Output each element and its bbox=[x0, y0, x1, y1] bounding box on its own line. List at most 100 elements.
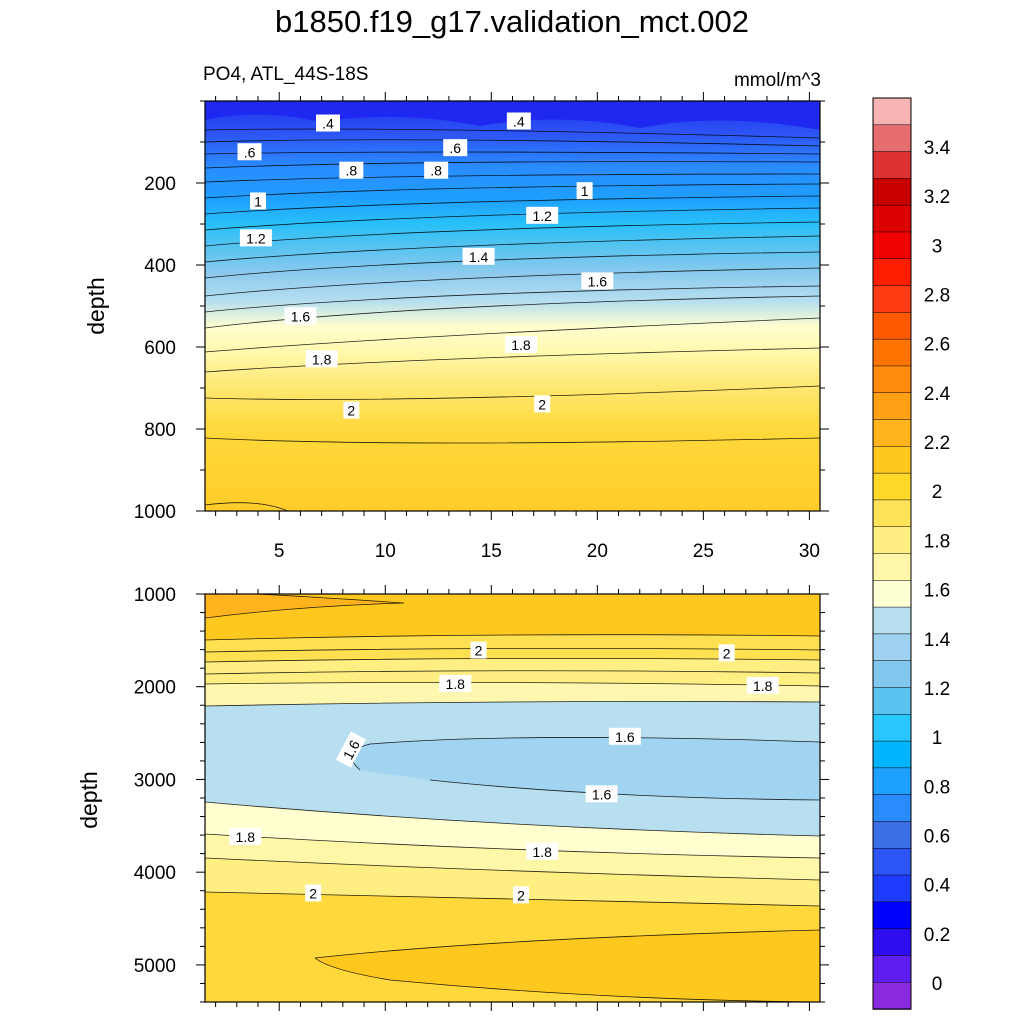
colorbar: 0 0.2 0.4 0.6 0.8 1 1.2 1.4 1.6 1.8 2 2.2 2.4 2.6 2.8 3… bbox=[872, 97, 951, 1010]
contour-label-text: 2 bbox=[347, 403, 355, 419]
colorbar-label: 2.6 bbox=[924, 335, 950, 356]
contour-label-text: 1.6 bbox=[588, 273, 608, 289]
y-tick-label: 2000 bbox=[134, 678, 176, 699]
colorbar-swatch bbox=[872, 204, 912, 233]
colorbar-swatch bbox=[872, 553, 912, 582]
colorbar-swatch bbox=[872, 312, 912, 340]
y-tick-label: 600 bbox=[144, 338, 176, 359]
x-tick-label: 30 bbox=[799, 541, 820, 562]
colorbar-swatch bbox=[872, 124, 912, 153]
contour-label-text: .4 bbox=[322, 116, 334, 132]
y-tick-label: 1000 bbox=[134, 585, 176, 606]
contour-label-text: .6 bbox=[449, 140, 461, 156]
colorbar-swatch bbox=[872, 499, 912, 528]
contour-label: 1.8 bbox=[504, 335, 537, 353]
colorbar-swatch bbox=[872, 472, 912, 501]
contour-label: 2 bbox=[343, 401, 360, 419]
colorbar-swatch bbox=[872, 606, 912, 635]
colorbar-swatch bbox=[872, 847, 912, 876]
contour-label: 1.6 bbox=[284, 307, 317, 325]
contour-label: 2 bbox=[512, 886, 529, 904]
contour-label: 2 bbox=[470, 641, 487, 659]
contour-label-text: 2 bbox=[309, 886, 317, 902]
colorbar-label: 2.8 bbox=[924, 286, 950, 307]
y-tick-label: 1000 bbox=[134, 502, 176, 523]
contour-label: 2 bbox=[718, 644, 735, 662]
contour-label: 2 bbox=[305, 884, 322, 902]
colorbar-swatch bbox=[872, 714, 912, 742]
colorbar-swatch bbox=[872, 580, 912, 608]
contour-label-text: 1.8 bbox=[753, 678, 773, 694]
colorbar-swatch bbox=[872, 365, 912, 394]
colorbar-swatch bbox=[872, 901, 912, 930]
colorbar-label: 1.8 bbox=[924, 531, 950, 552]
colorbar-swatch bbox=[872, 526, 912, 555]
contour-label-text: 1 bbox=[254, 193, 262, 209]
contour-label: 1.8 bbox=[526, 842, 559, 860]
colorbar-swatch bbox=[872, 687, 912, 716]
contour-label-text: 1.6 bbox=[291, 308, 311, 324]
contour-label: 1.6 bbox=[608, 727, 641, 745]
colorbar-swatch bbox=[872, 338, 912, 367]
colorbar-swatch bbox=[872, 419, 912, 448]
colorbar-label: 2.2 bbox=[924, 433, 950, 454]
contour-label: 1.8 bbox=[305, 350, 338, 368]
colorbar-swatch bbox=[872, 178, 912, 206]
colorbar-label: 3 bbox=[932, 236, 943, 257]
colorbar-swatch bbox=[872, 794, 912, 823]
colorbar-label: 0.4 bbox=[924, 876, 951, 897]
upper-field bbox=[205, 101, 820, 511]
colorbar-swatch bbox=[872, 392, 912, 421]
y-tick-label: 400 bbox=[144, 256, 176, 277]
lower-axis-ticks: 1000 2000 3000 4000 5000 bbox=[134, 585, 829, 1011]
contour-label-text: 1.6 bbox=[615, 729, 635, 745]
x-tick-label: 10 bbox=[375, 541, 396, 562]
colorbar-swatch bbox=[872, 151, 912, 180]
contour-label-text: .4 bbox=[513, 114, 525, 130]
colorbar-swatch bbox=[872, 874, 912, 903]
contour-label-text: .8 bbox=[345, 163, 357, 179]
colorbar-label: 0.8 bbox=[924, 777, 950, 798]
contour-label-text: 2 bbox=[475, 643, 483, 659]
y-tick-label: 5000 bbox=[134, 956, 176, 977]
contour-label: 1 bbox=[576, 182, 593, 200]
upper-panel: 5 10 15 20 25 30 200 400 600 800 1000 .4 .4 .6 .6 .8 .8… bbox=[83, 92, 829, 562]
colorbar-label: 0.6 bbox=[924, 826, 950, 847]
colorbar-label: 1.2 bbox=[924, 679, 950, 700]
contour-label-text: 1.6 bbox=[592, 786, 612, 802]
lower-y-axis-label: depth bbox=[76, 771, 102, 829]
y-tick-label: 200 bbox=[144, 174, 176, 195]
contour-label-text: .6 bbox=[244, 144, 256, 160]
colorbar-label: 1.6 bbox=[924, 581, 950, 602]
x-tick-label: 5 bbox=[274, 541, 285, 562]
contour-label: 1.2 bbox=[526, 206, 559, 224]
contour-label-text: 1 bbox=[581, 183, 589, 199]
colorbar-swatch bbox=[872, 928, 912, 957]
x-tick-label: 25 bbox=[693, 541, 714, 562]
contour-label-text: .8 bbox=[430, 163, 442, 179]
contour-label-text: 1.8 bbox=[511, 337, 531, 353]
contour-label: 1.6 bbox=[581, 272, 614, 290]
contour-label: .6 bbox=[443, 139, 468, 157]
contour-label-text: 1.8 bbox=[312, 351, 332, 367]
contour-label: .4 bbox=[506, 112, 531, 130]
colorbar-label: 1.4 bbox=[924, 630, 951, 651]
colorbar-swatch bbox=[872, 258, 912, 287]
colorbar-swatch bbox=[872, 955, 912, 983]
colorbar-label: 1 bbox=[932, 728, 943, 749]
contour-label: 1.2 bbox=[239, 229, 272, 247]
contour-label-text: 2 bbox=[517, 887, 525, 903]
contour-label: .8 bbox=[339, 161, 364, 179]
colorbar-frame bbox=[872, 97, 912, 1010]
colorbar-swatch bbox=[872, 740, 912, 769]
contour-label-text: 1.8 bbox=[532, 844, 552, 860]
colorbar-swatch bbox=[872, 97, 912, 126]
contour-label: 1.8 bbox=[229, 827, 262, 845]
contour-label: 1.4 bbox=[462, 247, 495, 265]
colorbar-swatch bbox=[872, 231, 912, 260]
contour-label-text: 1.8 bbox=[236, 829, 256, 845]
colorbar-swatch bbox=[872, 660, 912, 689]
contour-label: .4 bbox=[316, 114, 340, 132]
contour-label-text: 1.8 bbox=[446, 676, 466, 692]
